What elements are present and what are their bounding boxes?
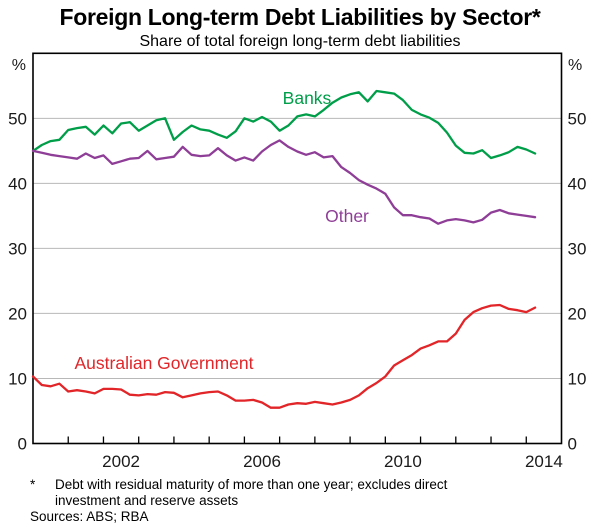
y-axis-unit-left: %: [12, 57, 26, 74]
series-label-australian-government: Australian Government: [75, 353, 254, 373]
chart-title: Foreign Long-term Debt Liabilities by Se…: [59, 4, 541, 30]
y-axis-label: 10: [568, 369, 587, 388]
y-axis-label: 0: [568, 435, 577, 454]
y-axis-label: 50: [8, 109, 27, 128]
sources-line: Sources: ABS; RBA: [30, 509, 149, 524]
y-axis-label: 30: [8, 239, 27, 258]
x-axis-ticks: [67, 436, 527, 444]
y-axis-label: 40: [8, 174, 27, 193]
y-axis-label: 20: [8, 304, 27, 323]
x-axis-label: 2014: [525, 452, 563, 471]
y-axis-unit-right: %: [568, 57, 582, 74]
footnote-text: Debt with residual maturity of more than…: [55, 477, 447, 509]
series-label-other: Other: [325, 206, 369, 226]
x-axis-labels: 2002 2006 2010 2014: [102, 452, 563, 471]
y-axis-label: 50: [568, 109, 587, 128]
x-axis-label: 2006: [243, 452, 281, 471]
x-axis-label: 2010: [384, 452, 422, 471]
series-lines: [31, 89, 537, 409]
plot-border: [32, 52, 563, 445]
gridlines: [33, 117, 562, 379]
y-axis-label: 40: [568, 174, 587, 193]
series-line-australian-government: [31, 303, 537, 409]
y-axis-label: 20: [568, 304, 587, 323]
y-axis-labels-right: 0 10 20 30 40 50: [568, 109, 587, 453]
series-line-banks: [31, 89, 537, 160]
y-axis-label: 0: [18, 435, 27, 454]
footnote-marker: *: [30, 477, 36, 492]
x-axis-label: 2002: [102, 452, 140, 471]
y-axis-label: 10: [8, 369, 27, 388]
series-line-other: [31, 139, 537, 225]
footnote-line1: Debt with residual maturity of more than…: [55, 477, 448, 492]
series-label-banks: Banks: [283, 88, 332, 108]
y-axis-labels-left: 0 10 20 30 40 50: [8, 109, 27, 453]
chart-subtitle: Share of total foreign long-term debt li…: [139, 33, 461, 50]
footnote-line2: investment and reserve assets: [55, 493, 239, 508]
footnote: * Debt with residual maturity of more th…: [30, 477, 500, 509]
y-axis-label: 30: [568, 239, 587, 258]
